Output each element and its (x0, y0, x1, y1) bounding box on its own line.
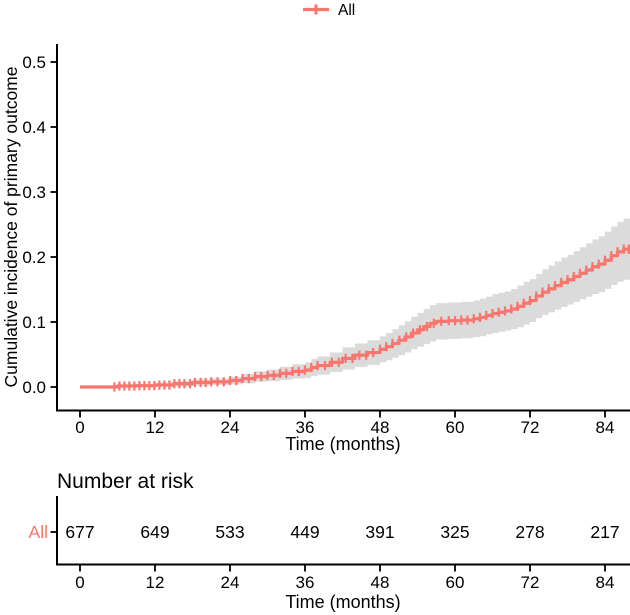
risk-count: 533 (215, 522, 244, 542)
risk-values: 677 649 533 449 391 325 278 217 (65, 522, 619, 542)
y-axis-title: Cumulative incidence of primary outcome (1, 67, 21, 388)
risk-count: 449 (290, 522, 319, 542)
x-tick-label: 0 (75, 418, 84, 437)
legend-label: All (338, 2, 355, 19)
x-tick-label: 48 (371, 418, 390, 437)
risk-table: Number at risk All 677 649 533 449 391 325 278… (29, 470, 630, 612)
risk-count: 677 (65, 522, 94, 542)
x-tick-label: 72 (521, 418, 540, 437)
risk-count: 217 (590, 522, 619, 542)
y-tick-label: 0.3 (22, 183, 46, 202)
risk-x-tick-label: 72 (521, 573, 540, 592)
y-tick-label: 0.1 (22, 313, 46, 332)
risk-x-tick-label: 24 (221, 573, 240, 592)
risk-x-tick-label: 12 (146, 573, 165, 592)
y-tick-label: 0.0 (22, 378, 46, 397)
risk-x-tick-label: 36 (296, 573, 315, 592)
x-axis: 0 12 24 36 48 60 72 84 (56, 409, 630, 437)
risk-x-tick-label: 60 (446, 573, 465, 592)
confidence-band-area (80, 215, 630, 387)
y-tick-label: 0.4 (22, 118, 46, 137)
risk-table-title: Number at risk (57, 470, 194, 493)
y-tick-label: 0.5 (22, 53, 46, 72)
x-axis-title: Time (months) (285, 434, 400, 454)
risk-x-axis-title: Time (months) (285, 592, 400, 612)
risk-x-tick-label: 0 (75, 573, 84, 592)
legend: All (303, 2, 355, 19)
x-tick-label: 84 (596, 418, 615, 437)
x-tick-label: 36 (296, 418, 315, 437)
risk-row-label: All (29, 522, 48, 542)
y-axis: 0.0 0.1 0.2 0.3 0.4 0.5 (22, 44, 58, 412)
risk-count: 649 (140, 522, 169, 542)
risk-x-tick-label: 84 (596, 573, 615, 592)
x-tick-label: 24 (221, 418, 240, 437)
risk-count: 391 (365, 522, 394, 542)
censor-marks (113, 244, 630, 392)
risk-x-axis: 0 12 24 36 48 60 72 84 (56, 496, 630, 592)
x-tick-label: 60 (446, 418, 465, 437)
x-tick-label: 12 (146, 418, 165, 437)
risk-x-tick-label: 48 (371, 573, 390, 592)
confidence-band (80, 215, 630, 387)
y-tick-label: 0.2 (22, 248, 46, 267)
risk-count: 325 (440, 522, 469, 542)
risk-count: 278 (515, 522, 544, 542)
